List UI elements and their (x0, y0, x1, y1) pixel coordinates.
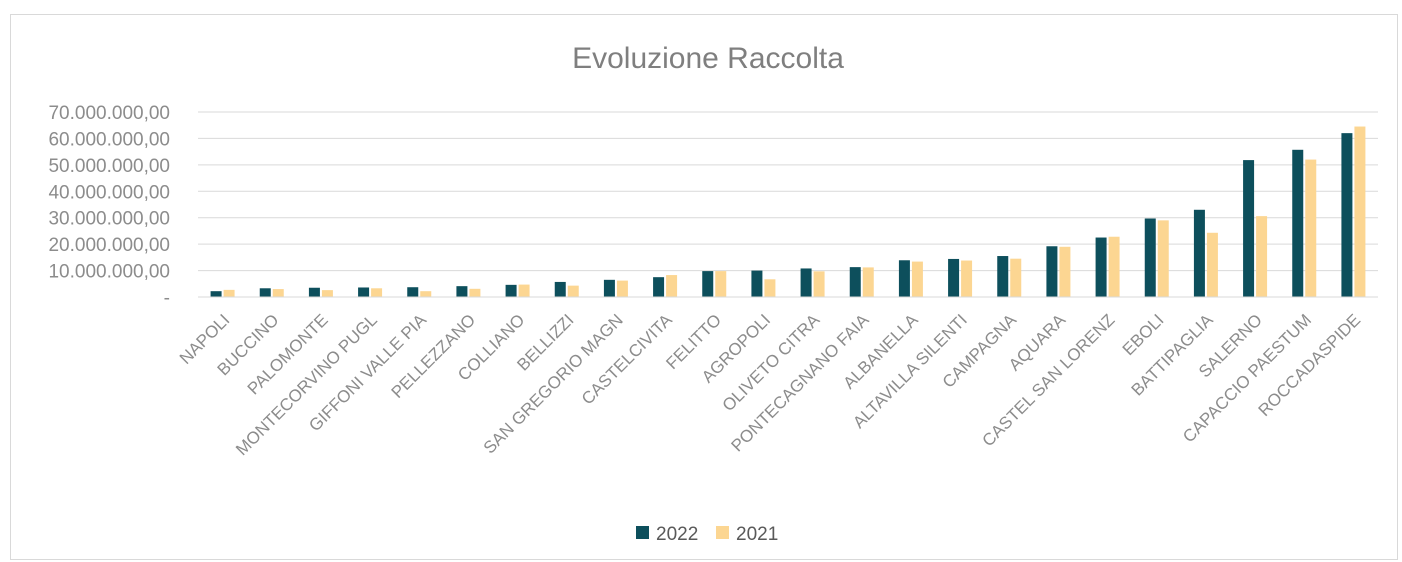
bar-2022-oliveto-citra (800, 268, 812, 297)
bar-2022-felitto (702, 271, 714, 297)
bar-2021-san-gregorio-magn (616, 280, 628, 297)
bar-2022-napoli (210, 291, 222, 297)
bar-2022-buccino (259, 288, 271, 297)
bar-2021-bellizzi (567, 285, 579, 297)
bar-2021-agropoli (764, 279, 776, 297)
bar-2021-oliveto-citra (813, 271, 825, 297)
bar-2021-battipaglia (1206, 232, 1218, 297)
bar-2022-colliano (505, 284, 517, 297)
bar-2021-montecorvino-pugl (371, 288, 383, 297)
bar-2022-altavilla-silenti (948, 258, 960, 297)
bar-2022-campagna (997, 256, 1009, 297)
bar-2021-pellezzano (469, 288, 481, 297)
y-tick-label: 40.000.000,00 (48, 182, 170, 203)
y-tick-label: - (164, 288, 170, 309)
chart-title: Evoluzione Raccolta (572, 42, 844, 75)
bar-2021-salerno (1256, 216, 1268, 297)
bar-2022-agropoli (751, 270, 763, 297)
y-tick-label: 10.000.000,00 (48, 262, 170, 283)
bar-2021-eboli (1157, 220, 1169, 297)
y-tick-label: 60.000.000,00 (48, 129, 170, 150)
bar-2021-castelcivita (666, 275, 678, 297)
bar-2022-albanella (898, 260, 910, 297)
bar-2021-campagna (1010, 258, 1022, 297)
bar-2022-san-gregorio-magn (603, 279, 615, 297)
bar-2022-castelcivita (653, 277, 665, 297)
bar-2022-aquara (1046, 246, 1058, 297)
bar-2022-montecorvino-pugl (358, 287, 370, 297)
y-tick-label: 70.000.000,00 (48, 103, 170, 124)
legend-item: 2022 (636, 524, 698, 545)
x-category-label: EBOLI (1119, 310, 1168, 359)
bar-2022-giffoni-valle-pia (407, 287, 419, 297)
y-tick-label: 30.000.000,00 (48, 209, 170, 230)
y-axis-tick-labels: - 10.000.000,00 20.000.000,00 30.000.000,00… (48, 103, 170, 309)
legend-item: 2021 (716, 524, 778, 545)
legend-swatch (716, 526, 729, 539)
bars (210, 126, 1366, 298)
y-tick-label: 20.000.000,00 (48, 235, 170, 256)
bar-2022-palomonte (308, 287, 320, 297)
bar-2022-castel-san-lorenz (1095, 237, 1107, 297)
bar-2021-pontecagnano-faia (862, 267, 874, 297)
legend-swatch (636, 526, 649, 539)
bar-2021-castel-san-lorenz (1108, 236, 1120, 297)
legend: 2022 2021 (636, 524, 778, 545)
bar-2022-bellizzi (554, 281, 566, 297)
bar-2022-battipaglia (1193, 209, 1205, 297)
bar-2021-buccino (272, 289, 284, 297)
bar-2021-napoli (223, 289, 235, 297)
bar-2022-capaccio-paestum (1292, 149, 1304, 297)
x-category-label: PELLEZZANO (388, 310, 480, 402)
gridlines (198, 111, 1378, 272)
bar-2021-roccadaspide (1354, 126, 1366, 298)
bar-2022-roccadaspide (1341, 133, 1353, 297)
y-tick-label: 50.000.000,00 (48, 156, 170, 177)
bar-2022-eboli (1144, 218, 1156, 297)
legend-label: 2022 (656, 524, 698, 545)
bar-2022-salerno (1243, 160, 1255, 297)
bar-2021-felitto (715, 271, 727, 297)
bar-2021-palomonte (321, 290, 333, 297)
bar-2021-capaccio-paestum (1305, 159, 1317, 297)
legend-label: 2021 (736, 524, 778, 545)
bar-2021-altavilla-silenti (961, 260, 973, 297)
bar-2021-giffoni-valle-pia (420, 291, 432, 297)
bar-2022-pontecagnano-faia (849, 267, 861, 297)
bar-2021-aquara (1059, 246, 1071, 297)
bar-2021-colliano (518, 284, 530, 297)
bar-2021-albanella (911, 261, 923, 297)
bar-2022-pellezzano (456, 286, 468, 297)
